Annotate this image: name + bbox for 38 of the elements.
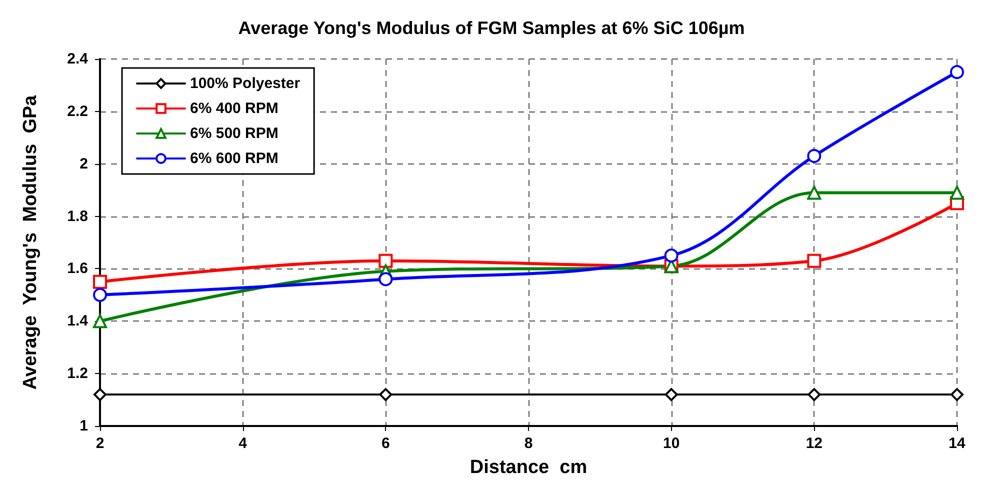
y-tick-label: 1.8 xyxy=(67,208,88,225)
x-axis-title: Distance cm xyxy=(470,457,588,478)
point xyxy=(379,388,392,402)
y-tick-label: 1.6 xyxy=(67,260,88,278)
y-tick-label: 2.4 xyxy=(67,50,89,68)
x-tick-label: 6 xyxy=(381,435,390,452)
y-tick-label: 2.2 xyxy=(67,102,88,120)
point xyxy=(93,274,107,289)
x-tick-label: 12 xyxy=(806,435,823,452)
y-axis-title: Average Young's Modulus GPa xyxy=(20,94,41,390)
x-tick-label: 4 xyxy=(238,435,248,452)
y-tick-label: 2 xyxy=(80,155,88,172)
point xyxy=(378,254,393,268)
point xyxy=(664,388,678,402)
point xyxy=(94,388,106,402)
point xyxy=(807,148,822,163)
point xyxy=(807,186,822,200)
chart-title: Average Yong's Modulus of FGM Samples at 6% SiC 106µm xyxy=(238,18,745,38)
point xyxy=(93,314,107,328)
point xyxy=(950,388,964,402)
y-tick-label: 1.4 xyxy=(67,312,89,330)
y-tick-label: 1 xyxy=(80,418,88,434)
legend-label: 6% 500 RPM xyxy=(190,125,278,142)
legend-label: 6% 400 RPM xyxy=(190,100,278,117)
y-tick-label: 1.2 xyxy=(67,365,88,382)
point xyxy=(93,288,107,302)
point xyxy=(950,186,964,200)
x-tick-label: 14 xyxy=(948,435,966,452)
point xyxy=(950,65,964,80)
point xyxy=(807,254,822,268)
point xyxy=(378,272,393,286)
point xyxy=(808,388,821,402)
legend-label: 100% Polyester xyxy=(190,75,300,92)
x-tick-label: 8 xyxy=(524,435,533,452)
x-tick-label: 10 xyxy=(662,435,680,452)
legend-label: 6% 600 RPM xyxy=(190,150,278,167)
point xyxy=(664,248,678,263)
x-tick-label: 2 xyxy=(96,435,104,452)
